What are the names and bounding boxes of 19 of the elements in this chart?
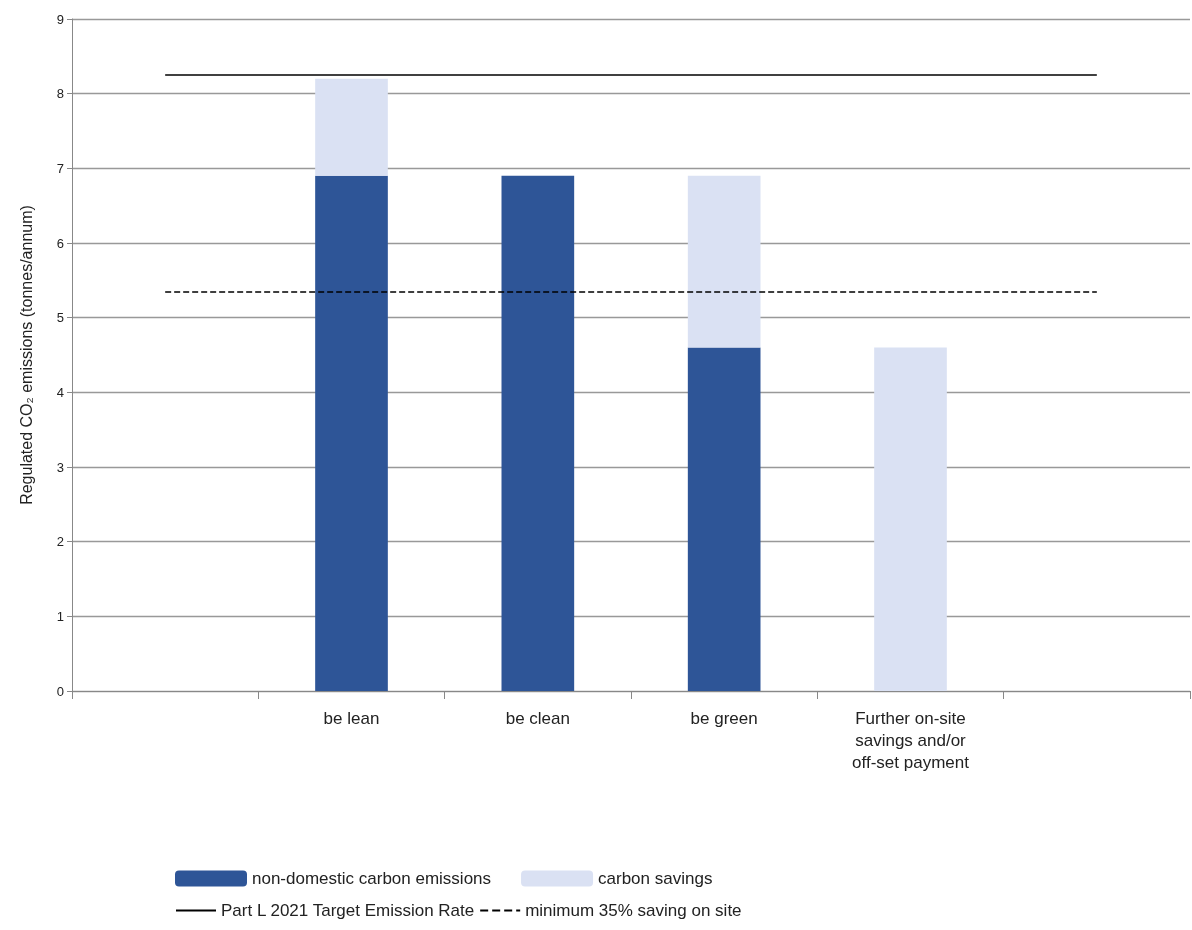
y-axis-title: Regulated CO₂ emissions (tonnes/annum)	[17, 205, 35, 505]
y-tick-label: 3	[56, 459, 64, 475]
x-tick-label: be clean	[505, 708, 570, 728]
y-tick-label: 9	[56, 11, 64, 27]
x-tick-label: be green	[690, 708, 758, 728]
legend-label: Part L 2021 Target Emission Rate	[221, 901, 475, 920]
x-tick-label: Further on-site savings and/or off-set payment	[852, 708, 970, 772]
y-tick-label: 5	[56, 310, 64, 326]
legend-label: non-domestic carbon emissions	[252, 869, 492, 888]
y-tick-label: 1	[56, 608, 64, 624]
legend-label: minimum 35% saving on site	[525, 901, 742, 920]
x-tick-label: be lean	[323, 708, 380, 728]
y-tick-label: 0	[56, 683, 64, 699]
y-tick-label: 4	[56, 384, 64, 400]
y-tick-label: 8	[56, 86, 64, 102]
y-tick-label: 6	[56, 235, 64, 251]
y-tick-label: 2	[56, 534, 64, 550]
legend-label: carbon savings	[598, 869, 713, 888]
y-tick-label: 7	[56, 160, 64, 176]
